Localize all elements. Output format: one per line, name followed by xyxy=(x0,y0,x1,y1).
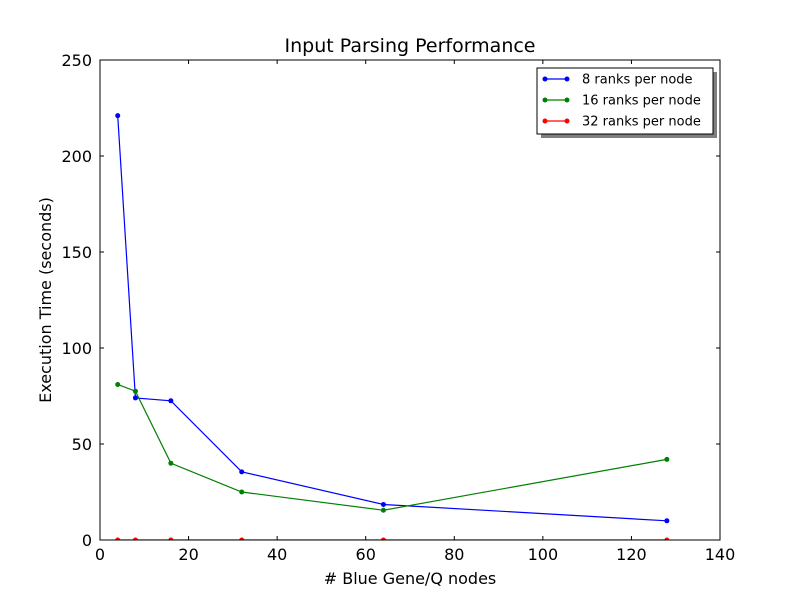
data-point xyxy=(664,537,670,540)
legend-entry: 16 ranks per node xyxy=(542,94,701,109)
data-point xyxy=(132,537,138,540)
y-tick-label: 150 xyxy=(61,243,92,262)
x-axis-label: # Blue Gene/Q nodes xyxy=(324,569,497,588)
x-tick-label: 140 xyxy=(705,545,736,564)
data-point xyxy=(132,388,138,394)
series-3 xyxy=(115,537,670,540)
legend-marker xyxy=(542,97,548,103)
series-1 xyxy=(115,113,670,524)
plot-area-frame xyxy=(99,59,721,541)
data-point xyxy=(168,537,174,540)
x-tick-label: 20 xyxy=(178,545,198,564)
data-point xyxy=(239,489,245,495)
x-tick-label: 120 xyxy=(616,545,647,564)
y-axis-label: Execution Time (seconds) xyxy=(36,197,55,403)
legend-label: 32 ranks per node xyxy=(582,115,701,130)
legend-entry: 32 ranks per node xyxy=(542,115,701,130)
data-point xyxy=(168,398,174,404)
x-tick-label: 60 xyxy=(356,545,376,564)
axis-ticks: 0 20 40 60 80 100 120 140 0 50 100 150 200 250 xyxy=(61,51,735,564)
data-point xyxy=(115,537,121,540)
data-point xyxy=(115,113,121,119)
legend-label: 16 ranks per node xyxy=(582,94,701,109)
legend-marker xyxy=(564,97,570,103)
series-line xyxy=(117,383,667,511)
legend-label: 8 ranks per node xyxy=(582,73,693,88)
legend-entry: 8 ranks per node xyxy=(542,73,693,88)
data-point xyxy=(239,469,245,475)
y-tick-label: 200 xyxy=(61,147,92,166)
series-2 xyxy=(115,381,670,513)
legend-marker xyxy=(542,76,548,82)
data-point xyxy=(664,456,670,462)
x-tick-label: 40 xyxy=(267,545,287,564)
data-point xyxy=(664,518,670,524)
y-tick-label: 0 xyxy=(82,531,92,550)
series-line xyxy=(117,115,667,522)
data-point xyxy=(115,381,121,387)
y-tick-label: 250 xyxy=(61,51,92,70)
data-point xyxy=(239,537,245,540)
series-layer xyxy=(115,113,670,540)
chart-title: Input Parsing Performance xyxy=(284,35,535,57)
data-point xyxy=(168,460,174,466)
y-tick-label: 50 xyxy=(72,435,92,454)
legend: 8 ranks per node 16 ranks per node 32 rank… xyxy=(536,67,717,138)
legend-marker xyxy=(564,118,570,124)
data-point xyxy=(132,395,138,401)
y-tick-label: 100 xyxy=(61,339,92,358)
data-point xyxy=(380,501,386,507)
x-tick-label: 100 xyxy=(528,545,559,564)
legend-marker xyxy=(564,76,570,82)
data-point xyxy=(380,537,386,540)
legend-marker xyxy=(542,118,548,124)
x-tick-label: 80 xyxy=(444,545,464,564)
data-point xyxy=(380,507,386,513)
x-tick-label: 0 xyxy=(95,545,105,564)
